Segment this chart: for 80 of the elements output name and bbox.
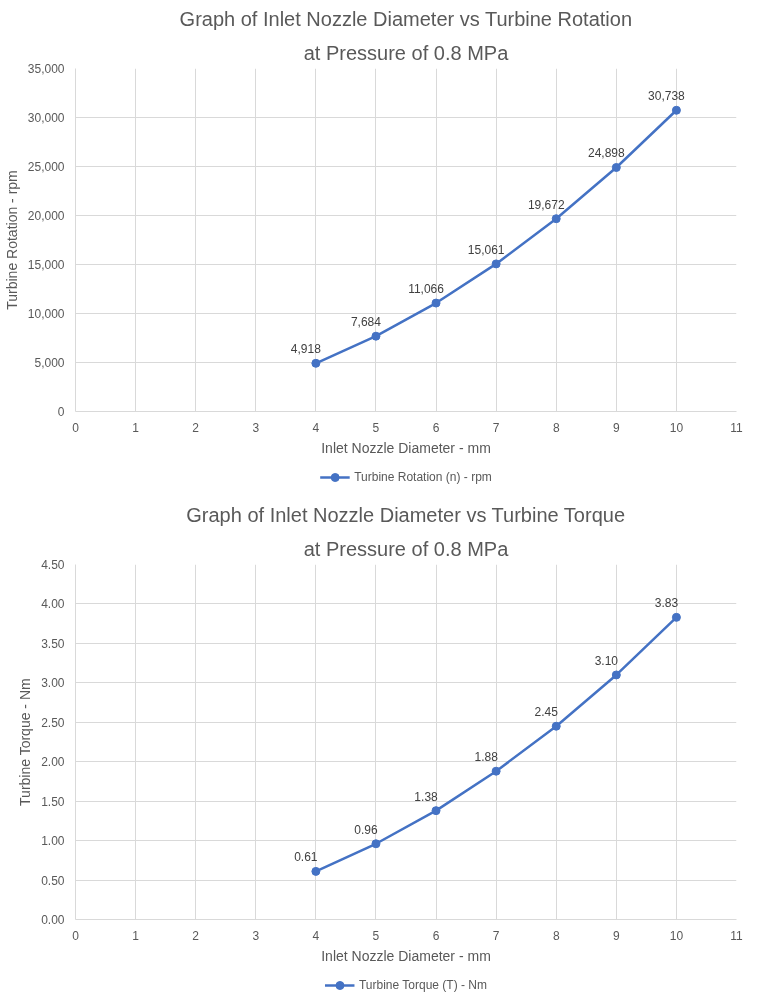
data-label: 11,066 xyxy=(408,282,445,297)
data-label: 1.38 xyxy=(414,789,439,804)
y-tick-label: 0.00 xyxy=(41,913,65,927)
chart-subtitle: at Pressure of 0.8 MPa xyxy=(303,537,510,560)
x-tick-label: 3 xyxy=(252,420,260,435)
y-tick-label: 5,000 xyxy=(34,356,65,370)
data-label: 3.83 xyxy=(654,596,679,611)
point xyxy=(491,766,501,776)
data-label: 2.45 xyxy=(534,705,559,720)
x-axis-title: Inlet Nozzle Diameter - mm xyxy=(321,439,491,456)
y-tick-label: 1.00 xyxy=(41,834,65,849)
x-tick-label: 0 xyxy=(72,420,80,435)
x-tick-label: 4 xyxy=(312,420,320,435)
x-tick-label: 6 xyxy=(432,420,440,435)
legend-label: Turbine Torque (T) - Nm xyxy=(358,978,488,992)
x-tick-label: 5 xyxy=(372,420,380,435)
x-tick-label: 11 xyxy=(730,420,744,435)
point xyxy=(311,866,321,876)
point xyxy=(491,259,501,269)
x-tick-label: 7 xyxy=(492,420,500,435)
data-label: 3.10 xyxy=(594,653,619,668)
x-tick-label: 8 xyxy=(552,420,560,435)
x-tick-label: 4 xyxy=(312,928,320,943)
y-tick-label: 20,000 xyxy=(27,209,65,223)
y-tick-label: 2.50 xyxy=(41,715,65,730)
y-tick-label: 10,000 xyxy=(27,307,65,321)
x-tick-label: 10 xyxy=(669,928,684,943)
x-tick-label: 1 xyxy=(132,420,140,435)
data-label: 19,672 xyxy=(527,197,565,212)
point xyxy=(611,670,621,680)
x-tick-label: 6 xyxy=(432,928,440,943)
y-tick-label: 2.00 xyxy=(41,755,65,770)
data-label: 15,061 xyxy=(467,242,505,257)
x-tick-label: 2 xyxy=(192,420,200,435)
y-tick-label: 4.00 xyxy=(41,597,65,612)
data-label: 0.61 xyxy=(294,850,318,865)
x-tick-label: 2 xyxy=(192,928,200,943)
data-label: 4,918 xyxy=(290,342,322,357)
point xyxy=(671,105,681,115)
point xyxy=(671,612,681,622)
y-axis-title: Turbine Rotation - rpm xyxy=(3,170,20,310)
y-tick-label: 15,000 xyxy=(27,258,65,272)
x-tick-label: 5 xyxy=(372,928,380,943)
data-label: 1.88 xyxy=(474,750,499,765)
x-tick-label: 8 xyxy=(552,928,560,943)
x-tick-label: 11 xyxy=(730,928,744,943)
x-tick-label: 9 xyxy=(612,928,620,943)
data-label: 30,738 xyxy=(648,89,686,104)
point xyxy=(431,806,441,816)
chart-subtitle: at Pressure of 0.8 MPa xyxy=(303,41,510,64)
point xyxy=(551,214,561,224)
point xyxy=(371,839,381,849)
point xyxy=(431,298,441,308)
data-label: 0.96 xyxy=(354,822,378,837)
x-tick-label: 10 xyxy=(669,420,684,435)
y-tick-label: 0 xyxy=(57,405,65,419)
point xyxy=(371,331,381,341)
y-tick-label: 25,000 xyxy=(27,160,65,174)
x-tick-label: 1 xyxy=(132,928,140,943)
y-tick-label: 4.50 xyxy=(41,558,65,572)
legend-label: Turbine Rotation (n) - rpm xyxy=(354,470,492,484)
point xyxy=(311,358,321,368)
x-tick-label: 0 xyxy=(72,928,80,943)
chart-title: Graph of Inlet Nozzle Diameter vs Turbine Torque xyxy=(186,503,626,526)
y-tick-label: 30,000 xyxy=(27,111,65,125)
data-label: 24,898 xyxy=(587,146,625,161)
x-tick-label: 9 xyxy=(612,420,620,435)
y-tick-label: 1.50 xyxy=(41,794,65,809)
y-tick-label: 3.50 xyxy=(41,636,65,651)
x-axis-title: Inlet Nozzle Diameter - mm xyxy=(321,947,491,964)
x-tick-label: 3 xyxy=(252,928,260,943)
point xyxy=(551,721,561,731)
y-tick-label: 3.00 xyxy=(41,676,65,691)
y-tick-label: 0.50 xyxy=(41,873,65,888)
x-tick-label: 7 xyxy=(492,928,500,943)
data-label: 7,684 xyxy=(350,315,382,330)
chart-title: Graph of Inlet Nozzle Diameter vs Turbine Rotation xyxy=(179,7,633,30)
point xyxy=(611,163,621,172)
y-tick-label: 35,000 xyxy=(27,62,65,76)
y-axis-title: Turbine Torque - Nm xyxy=(17,678,34,806)
